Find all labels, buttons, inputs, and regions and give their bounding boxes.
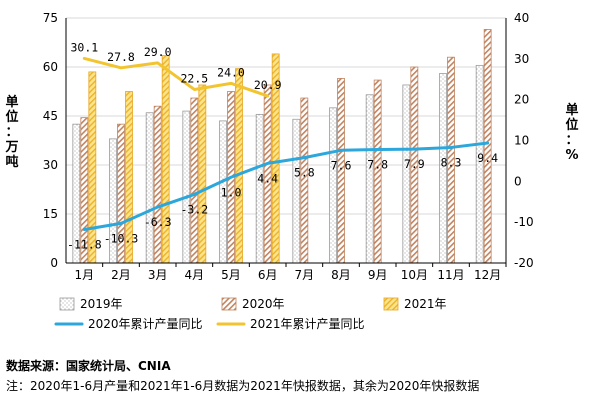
bar-2021年 <box>235 68 243 264</box>
legend-label: 2021年 <box>404 297 447 311</box>
data-label: 1.0 <box>221 185 242 199</box>
x-tick-label: 1月 <box>75 268 95 282</box>
data-label: 20.9 <box>254 78 282 92</box>
y2-tick-label: 40 <box>514 11 529 25</box>
data-label: 7.9 <box>404 157 425 171</box>
y-axis-title: 万 <box>4 140 18 155</box>
lines <box>82 56 490 232</box>
y2-tick-label: -10 <box>514 215 534 229</box>
gridlines <box>66 17 506 215</box>
bar-2020年 <box>153 105 162 264</box>
footnote: 注：2020年1-6月产量和2021年1-6月数据为2021年快报数据，其余为2… <box>6 379 480 393</box>
y-tick-label: 0 <box>50 256 58 270</box>
legend: 2019年 2020年 2021年 2020年累计产量同比 2021年累计产量同比 <box>54 297 447 331</box>
data-label: 27.8 <box>107 50 135 64</box>
legend-swatch <box>383 297 399 311</box>
data-labels: -11.8 -10.3 -6.3 -3.2 1.0 4.4 5.8 7.6 7.8 7.9 8.3 9… <box>67 40 498 251</box>
y-tick-label: 60 <box>43 60 58 74</box>
bar-2019年 <box>182 110 191 264</box>
bar-2020年 <box>190 97 199 264</box>
bar-2021年 <box>161 55 170 264</box>
x-tick-label: 3月 <box>148 268 168 282</box>
y-tick-label: 30 <box>43 158 58 172</box>
y-tick-label: 45 <box>43 109 58 123</box>
axes: 0 15 30 45 60 75 -20 -10 0 10 20 30 40 1月 2月 3月 4月 5月 6月 7月… <box>4 11 578 282</box>
y-axis-title: 位 <box>5 109 18 125</box>
bar-2019年 <box>365 94 374 264</box>
y2-axis-title: % <box>565 148 578 163</box>
bar-2019年 <box>329 107 337 264</box>
y-axis-title: ： <box>5 125 18 140</box>
data-label: 9.4 <box>477 151 498 165</box>
y2-axis-title: ： <box>565 133 578 148</box>
data-label: -3.2 <box>180 202 208 216</box>
y2-axis-title: 单 <box>565 102 578 118</box>
x-tick-label: 12月 <box>474 268 501 282</box>
bar-2019年 <box>402 84 411 264</box>
x-tick-label: 4月 <box>185 268 205 282</box>
data-label: 24.0 <box>217 65 245 79</box>
bars <box>72 29 492 264</box>
data-label: 4.4 <box>257 171 278 185</box>
bar-2021年 <box>88 71 97 264</box>
legend-label: 2021年累计产量同比 <box>250 317 365 331</box>
data-label: 5.8 <box>294 166 315 180</box>
legend-label: 2019年 <box>80 297 123 311</box>
chart: -11.8 -10.3 -6.3 -3.2 1.0 4.4 5.8 7.6 7.8 7.9 8.3 9… <box>4 11 578 331</box>
data-label: 30.1 <box>70 40 98 54</box>
bar-2020年 <box>373 79 382 264</box>
y2-tick-label: 30 <box>514 52 529 66</box>
data-label: -11.8 <box>67 238 102 252</box>
y2-tick-label: -20 <box>514 256 534 270</box>
x-tick-label: 11月 <box>437 268 464 282</box>
x-tick-label: 7月 <box>295 268 315 282</box>
bar-2021年 <box>198 84 207 264</box>
legend-swatch <box>221 297 237 311</box>
data-label: -6.3 <box>144 215 172 229</box>
bar-2019年 <box>145 112 154 264</box>
line-2020年累计产量同比 <box>82 141 490 232</box>
y-tick-label: 15 <box>43 207 58 221</box>
legend-label: 2020年 <box>242 297 285 311</box>
bar-2019年 <box>292 118 301 264</box>
data-label: 7.8 <box>367 157 388 171</box>
x-tick-label: 10月 <box>401 268 428 282</box>
source-note: 数据来源：国家统计局、CNIA <box>6 359 171 373</box>
bar-2020年 <box>300 97 309 264</box>
legend-label: 2020年累计产量同比 <box>88 317 203 331</box>
y2-tick-label: 20 <box>514 93 529 107</box>
data-label: 22.5 <box>180 71 208 85</box>
bar-2020年 <box>483 29 492 264</box>
x-tick-label: 8月 <box>331 268 351 282</box>
y2-tick-label: 10 <box>514 134 529 148</box>
line-2021年累计产量同比 <box>82 56 270 98</box>
y-axis-title: 吨 <box>5 154 18 170</box>
x-tick-label: 9月 <box>368 268 388 282</box>
y2-axis-title: 位 <box>565 117 578 133</box>
y-axis-title: 单 <box>5 94 18 110</box>
legend-swatch <box>59 297 75 311</box>
y2-tick-label: 0 <box>514 174 522 188</box>
data-label: 7.6 <box>331 158 352 172</box>
bar-2019年 <box>255 113 264 264</box>
x-tick-label: 6月 <box>258 268 278 282</box>
data-label: 8.3 <box>441 155 462 169</box>
data-label: -10.3 <box>104 231 139 245</box>
x-tick-label: 5月 <box>221 268 241 282</box>
y-tick-label: 75 <box>43 11 58 25</box>
data-label: 29.0 <box>144 45 172 59</box>
x-tick-label: 2月 <box>111 268 131 282</box>
